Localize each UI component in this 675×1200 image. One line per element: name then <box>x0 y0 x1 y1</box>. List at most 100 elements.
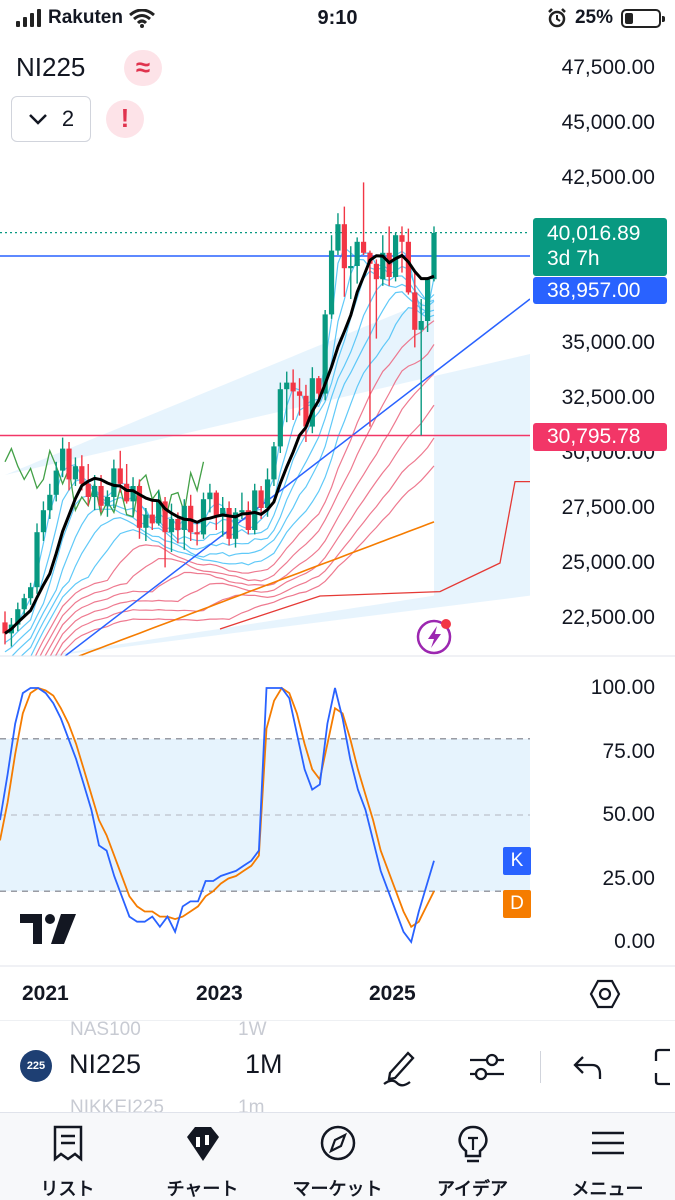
ma-ribbon-line <box>11 282 435 656</box>
nav-item-ideas[interactable]: アイデア <box>405 1113 540 1200</box>
price-axis-label: 42,500.00 <box>561 166 655 189</box>
time-axis-label-2023: 2023 <box>196 982 243 1005</box>
interval-selector[interactable]: 1M <box>245 1049 283 1079</box>
status-left: Rakuten <box>16 7 155 29</box>
candle-body <box>367 252 373 264</box>
price-axis-label: 27,500.00 <box>561 496 655 519</box>
candle-body <box>85 483 91 497</box>
nav-item-market[interactable]: マーケット <box>270 1113 405 1200</box>
undo-icon[interactable] <box>570 1047 606 1087</box>
chart-settings-icon[interactable] <box>589 978 621 1010</box>
battery-percent: 25% <box>574 7 613 28</box>
candle-body <box>226 508 232 539</box>
warning-icon[interactable]: ! <box>106 100 144 138</box>
candle-body <box>399 235 405 242</box>
status-time: 9:10 <box>317 7 358 29</box>
nav-label-menu: メニュー <box>571 1179 644 1199</box>
black-moving-average <box>4 253 435 635</box>
candle-body <box>239 510 245 513</box>
symbol-selector[interactable]: NI225 <box>69 1049 142 1079</box>
nav-item-list[interactable]: リスト <box>0 1113 135 1200</box>
chart-icon <box>187 1127 219 1161</box>
nav-item-menu[interactable]: メニュー <box>540 1113 675 1200</box>
ghost-interval-above: 1W <box>238 1020 267 1040</box>
candle-body <box>168 519 175 533</box>
oscillator-axis-label: 100.00 <box>590 676 655 699</box>
candle-body <box>296 391 303 396</box>
d-line-tag: D <box>503 890 531 918</box>
nav-label-chart: チャート <box>166 1179 239 1199</box>
chart-area[interactable] <box>0 36 675 1016</box>
chart-toolbar: NAS100 1W NIKKEI225 1m 225 NI225 1M <box>0 1020 675 1112</box>
indicator-settings-icon[interactable] <box>467 1047 507 1087</box>
ghost-interval-below: 1m <box>238 1097 265 1112</box>
candle-body <box>252 490 258 530</box>
nav-label-ideas: アイデア <box>436 1179 509 1199</box>
lightning-alert-icon[interactable] <box>415 616 455 656</box>
price-axis-label: 32,500.00 <box>561 386 655 409</box>
candle-body <box>264 479 271 508</box>
candle-body <box>194 532 200 535</box>
red-step-line <box>219 480 530 630</box>
oscillator-axis-label: 75.00 <box>602 739 655 763</box>
ma-ribbon-line <box>20 291 435 656</box>
candle-body <box>60 448 66 471</box>
ma-ribbon-line <box>39 344 435 656</box>
candle-body <box>72 466 79 480</box>
carrier-name: Rakuten <box>48 7 123 28</box>
candle-body <box>66 448 72 480</box>
price-axis-label: 45,000.00 <box>561 111 655 134</box>
time-axis-label-2025: 2025 <box>369 982 416 1005</box>
candle-body <box>207 492 213 500</box>
bar-countdown: 3d 7h <box>547 247 600 270</box>
ma-ribbon-line <box>59 465 435 656</box>
ma-ribbon-line <box>44 373 435 656</box>
oscillator-axis-label: 50.00 <box>602 803 655 826</box>
candle-body <box>117 468 123 484</box>
candle-body <box>303 395 309 427</box>
time-axis-label-2021: 2021 <box>22 982 69 1005</box>
nav-item-chart[interactable]: チャート <box>135 1113 270 1200</box>
candle-body <box>28 587 34 599</box>
candle-body <box>130 486 136 502</box>
candle-body <box>79 466 85 484</box>
candle-body <box>232 512 239 539</box>
chart-symbol-title[interactable]: NI225 <box>16 52 86 82</box>
chart-canvas[interactable] <box>0 36 675 1016</box>
battery-level <box>625 12 633 24</box>
candle-body <box>175 519 181 530</box>
ma-ribbon-line <box>30 306 435 656</box>
indicator-collapse-button[interactable]: 2 <box>11 96 91 142</box>
candle-body <box>271 446 277 480</box>
pink-line-price-tag: 30,795.78 <box>533 423 667 451</box>
toolbar-divider <box>540 1051 541 1083</box>
symbol-logo[interactable]: 225 <box>20 1050 52 1082</box>
candle-body <box>220 508 226 517</box>
lagging-line <box>4 446 205 522</box>
candle-body <box>53 470 59 495</box>
oscillator-axis-label: 0.00 <box>614 930 655 953</box>
price-axis-label: 22,500.00 <box>561 606 655 629</box>
candle-body <box>316 378 322 394</box>
candle-body <box>245 510 251 530</box>
ma-ribbon-line <box>49 404 435 656</box>
candle-body <box>335 224 341 251</box>
ghost-symbol-below: NIKKEI225 <box>70 1097 164 1112</box>
ma-ribbon-line <box>4 258 435 644</box>
candle-body <box>21 598 27 610</box>
price-axis-label: 35,000.00 <box>561 331 655 354</box>
candle-body <box>40 510 47 533</box>
compass-icon <box>320 1125 356 1161</box>
candle-body <box>360 241 367 253</box>
candle-body <box>34 532 40 588</box>
fullscreen-icon[interactable] <box>652 1047 675 1087</box>
drawing-tool-icon[interactable] <box>380 1047 420 1087</box>
candle-body <box>418 321 424 330</box>
indicator-count: 2 <box>61 106 75 131</box>
candle-body <box>392 235 399 277</box>
tradingview-logo[interactable] <box>20 914 76 944</box>
oscillator-axis-label: 25.00 <box>602 866 655 890</box>
signal-icon <box>16 9 41 27</box>
wave-badge-icon[interactable]: ≈ <box>124 50 162 86</box>
blue-line-price-tag: 38,957.00 <box>533 277 667 304</box>
